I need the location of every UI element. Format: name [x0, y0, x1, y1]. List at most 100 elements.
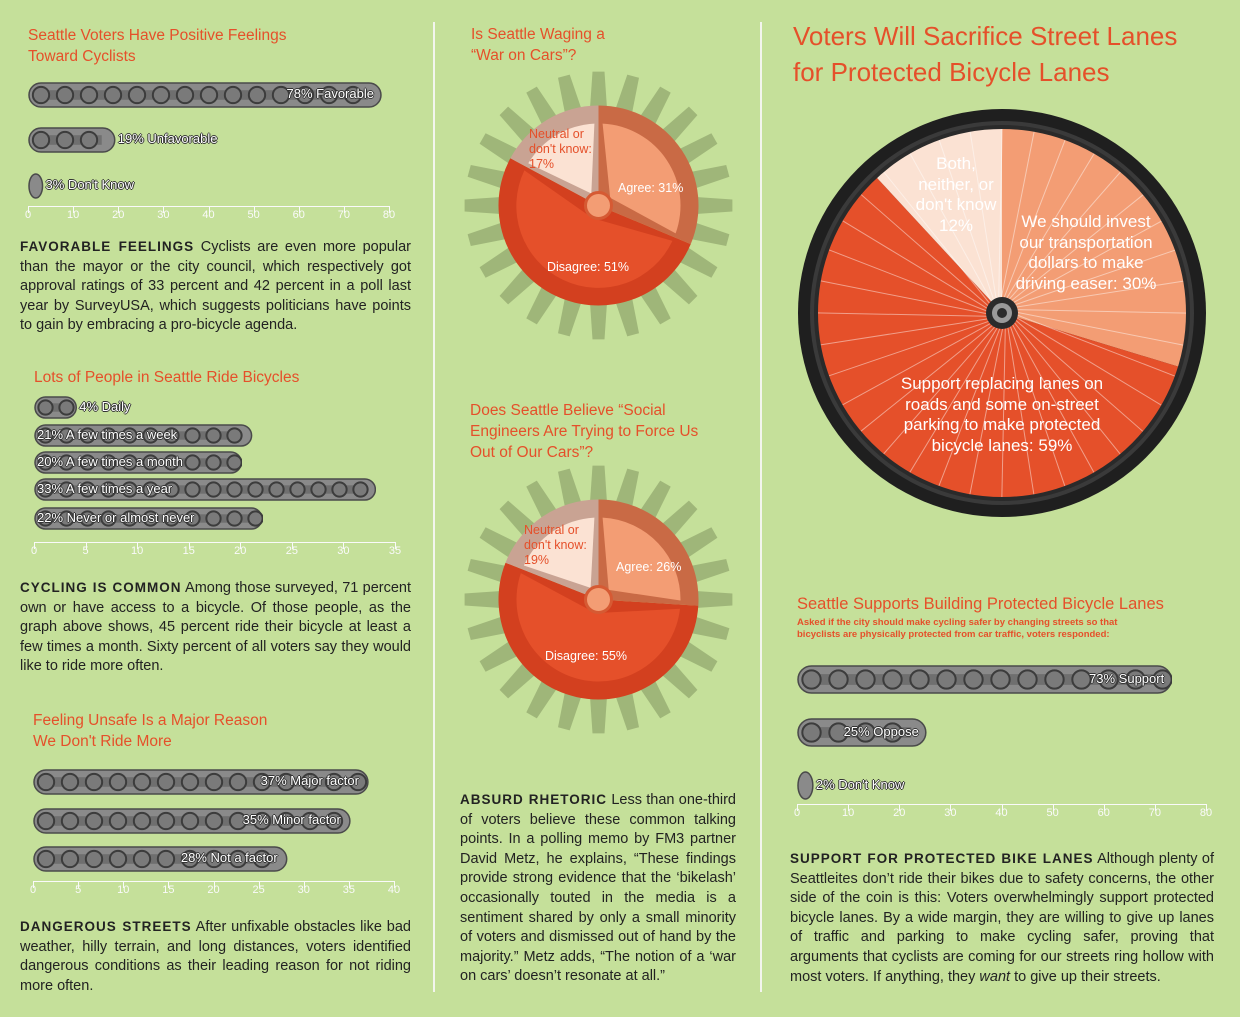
chart4-title: Seattle Supports Building Protected Bicy…: [797, 595, 1164, 613]
paragraph-cycling: CYCLING IS COMMON Among those surveyed, …: [20, 578, 411, 677]
wheel-title: Voters Will Sacrifice Street Lanes for P…: [793, 21, 1178, 87]
tick-mark: [34, 542, 35, 549]
tick-label: 20: [207, 884, 220, 896]
tick-mark: [1103, 804, 1105, 811]
tick-mark: [389, 206, 390, 213]
bar-don-t-know: [28, 173, 44, 199]
bar-label-a-few-times-a-week: 21% A few times a week: [37, 426, 178, 442]
tick-mark: [188, 542, 190, 549]
tick-mark: [73, 206, 75, 213]
tick-label: 80: [1199, 807, 1213, 819]
tick-mark: [137, 542, 139, 549]
bar-label-unfavorable: 19% Unfavorable: [117, 131, 218, 146]
paragraph-rhetoric-head: ABSURD RHETORIC: [460, 792, 608, 807]
bar-daily: [34, 396, 78, 419]
tick-mark: [1052, 804, 1054, 811]
tick-label: 5: [82, 545, 89, 557]
paragraph-support-emphasis: want: [979, 968, 1011, 985]
tick-label: 0: [29, 884, 37, 896]
tick-label: 25: [252, 884, 265, 896]
tick-label: 80: [382, 209, 396, 221]
column-divider-2: [760, 22, 762, 992]
tick-label: 70: [337, 209, 350, 221]
pie1-label-agree: Agree: 31%: [618, 181, 684, 195]
tick-mark: [899, 804, 901, 811]
tick-label: 40: [387, 884, 401, 896]
tick-mark: [85, 542, 87, 549]
paragraph-support-body-a: Although plenty of Seattleites don’t rid…: [790, 851, 1214, 985]
bar-oppose: [797, 718, 927, 747]
bar-a-few-times-a-week: [34, 424, 253, 447]
chart1-title: Seattle Voters Have Positive Feelings To…: [28, 27, 287, 65]
tick-mark: [118, 206, 120, 213]
pie2-gear: [464, 465, 733, 734]
tick-mark: [28, 206, 29, 213]
tick-label: 50: [1046, 807, 1059, 819]
tick-mark: [950, 804, 952, 811]
paragraph-dangerous-body: After unfixable obstacles like bad weath…: [20, 919, 411, 994]
tick-label: 10: [67, 209, 80, 221]
bar-label-never-or-almost-never: 22% Never or almost never: [37, 509, 195, 525]
gear-teeth: [464, 465, 733, 734]
paragraph-cycling-body: Among those surveyed, 71 percent own or …: [20, 580, 411, 675]
tick-mark: [1001, 804, 1003, 811]
tick-label: 20: [234, 545, 247, 557]
bar-a-few-times-a-month: [34, 451, 243, 474]
paragraph-dangerous: DANGEROUS STREETS After unfixable obstac…: [20, 917, 411, 996]
tick-mark: [848, 804, 850, 811]
pie2-label-neutral: Neutral or don't know: 19%: [524, 523, 587, 567]
wheel-slice-2: [875, 127, 1002, 313]
bar-never-or-almost-never: [34, 507, 263, 530]
bar-not-a-factor: [33, 846, 288, 872]
tick-mark: [298, 206, 300, 213]
chart2-axis: [34, 542, 395, 543]
tick-label: 40: [202, 209, 215, 221]
tick-mark: [213, 881, 215, 888]
tick-label: 50: [247, 209, 260, 221]
bar-label-minor-factor: 35% Minor factor: [242, 812, 341, 827]
tick-mark: [348, 881, 350, 888]
tick-mark: [343, 206, 345, 213]
tick-mark: [78, 881, 80, 888]
tick-mark: [394, 881, 395, 888]
wheel-chart: [798, 109, 1206, 517]
bar-minor-factor: [33, 808, 351, 834]
wheel-label-support: Support replacing lanes on roads and som…: [900, 374, 1104, 455]
tick-label: 20: [112, 209, 125, 221]
tick-mark: [33, 881, 34, 888]
paragraph-support-body-b: to give up their streets.: [1010, 968, 1161, 985]
bar-don-t-know: [797, 771, 814, 800]
bar-favorable: [28, 82, 382, 108]
bar-label-a-few-times-a-year: 33% A few times a year: [37, 480, 173, 496]
paragraph-support-head: SUPPORT FOR PROTECTED BIKE LANES: [790, 851, 1094, 866]
chart4-subtitle: Asked if the city should make cycling sa…: [797, 617, 1118, 640]
tick-mark: [123, 881, 125, 888]
pie1-label-disagree: Disagree: 51%: [547, 260, 629, 274]
tick-label: 35: [342, 884, 355, 896]
tick-label: 0: [30, 545, 38, 557]
bar-label-a-few-times-a-month: 20% A few times a month: [37, 453, 183, 469]
pie1-gear: [464, 71, 733, 340]
bar-label-don-t-know: 3% Don't Know: [45, 177, 135, 192]
tick-label: 0: [793, 807, 801, 819]
pie2-title: Does Seattle Believe “Social Engineers A…: [470, 402, 699, 461]
column-divider-1: [433, 22, 435, 992]
tick-label: 10: [131, 545, 144, 557]
gear-teeth: [464, 71, 733, 340]
wheel-slice-1: [815, 176, 1180, 500]
paragraph-dangerous-head: DANGEROUS STREETS: [20, 919, 192, 934]
bar-label-major-factor: 37% Major factor: [260, 773, 359, 788]
tick-label: 35: [388, 545, 402, 557]
tick-label: 30: [337, 545, 350, 557]
tick-mark: [797, 804, 798, 811]
tick-label: 25: [285, 545, 298, 557]
tick-label: 15: [162, 884, 175, 896]
chart2-title: Lots of People in Seattle Ride Bicycles: [34, 369, 300, 386]
bar-label-favorable: 78% Favorable: [286, 86, 374, 101]
pie2-label-agree: Agree: 26%: [616, 560, 682, 574]
pie1-label-neutral: Neutral or don't know: 17%: [529, 127, 592, 171]
bar-support: [797, 665, 1173, 694]
paragraph-favorable-head: FAVORABLE FEELINGS: [20, 239, 195, 254]
pie1-title: Is Seattle Waging a “War on Cars”?: [471, 26, 605, 64]
paragraph-cycling-head: CYCLING IS COMMON: [20, 580, 182, 595]
